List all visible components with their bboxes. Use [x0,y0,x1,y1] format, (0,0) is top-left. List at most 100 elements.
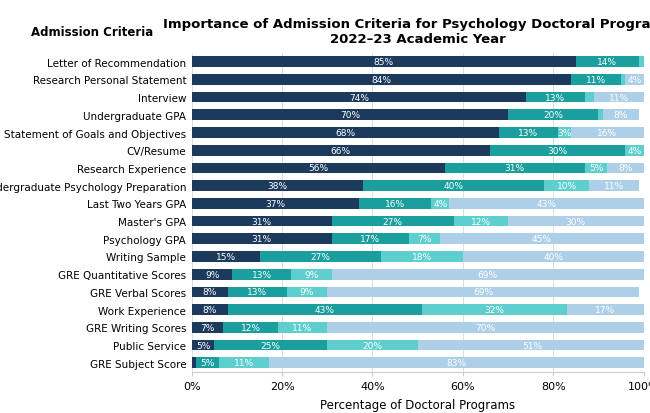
Text: 14%: 14% [597,58,618,67]
Text: 70%: 70% [340,111,360,120]
Text: 12%: 12% [240,323,261,332]
Text: 4%: 4% [627,146,642,155]
Bar [644,145,648,156]
Bar [576,57,639,68]
Text: 30%: 30% [566,217,586,226]
Bar [219,358,268,368]
Bar [192,110,508,121]
Text: 13%: 13% [545,93,566,102]
Text: 13%: 13% [247,288,267,297]
Bar [567,304,644,315]
Text: 85%: 85% [374,58,394,67]
Text: 18%: 18% [412,252,432,261]
Text: 13%: 13% [518,129,538,138]
Text: 69%: 69% [478,270,498,279]
Bar [228,287,287,297]
Bar [422,304,567,315]
Text: 17%: 17% [360,235,380,244]
Bar [499,128,558,138]
Text: 40%: 40% [444,182,463,191]
Bar [625,75,644,85]
Text: 66%: 66% [331,146,351,155]
Text: 31%: 31% [252,217,272,226]
Text: 17%: 17% [595,305,615,314]
Bar [192,287,228,297]
Text: 5%: 5% [200,358,214,367]
Bar [327,287,639,297]
Bar [192,199,359,209]
Text: 13%: 13% [252,270,272,279]
Bar [278,322,327,333]
Bar [192,145,490,156]
Bar [508,216,644,227]
Bar [526,93,585,103]
Text: 5%: 5% [589,164,603,173]
Text: 56%: 56% [308,164,328,173]
X-axis label: Percentage of Doctoral Programs: Percentage of Doctoral Programs [320,398,515,411]
Bar [192,269,233,280]
Text: 3%: 3% [557,129,571,138]
Bar [599,110,603,121]
Bar [287,287,327,297]
Bar [544,181,590,192]
Text: 27%: 27% [311,252,330,261]
Bar [382,252,463,262]
Bar [431,199,449,209]
Bar [332,269,644,280]
Text: 15%: 15% [216,252,236,261]
Text: 20%: 20% [363,341,382,350]
Bar [233,269,291,280]
Bar [268,358,644,368]
Text: 12%: 12% [471,217,491,226]
Text: 9%: 9% [300,288,314,297]
Text: 43%: 43% [536,199,556,208]
Bar [196,358,219,368]
Text: 37%: 37% [265,199,285,208]
Text: 31%: 31% [504,164,525,173]
Bar [585,163,607,174]
Bar [192,128,499,138]
Text: 38%: 38% [268,182,288,191]
Bar [417,340,648,351]
Bar [585,93,594,103]
Text: 68%: 68% [335,129,356,138]
Bar [224,322,278,333]
Bar [291,269,332,280]
Text: 51%: 51% [523,341,543,350]
Bar [359,199,431,209]
Text: 84%: 84% [372,76,391,85]
Bar [571,75,621,85]
Bar [192,252,259,262]
Text: 45%: 45% [532,235,552,244]
Bar [228,304,422,315]
Text: 4%: 4% [433,199,447,208]
Bar [603,110,639,121]
Text: 30%: 30% [547,146,567,155]
Bar [192,304,228,315]
Text: 31%: 31% [252,235,272,244]
Bar [449,199,644,209]
Bar [192,358,196,368]
Text: 7%: 7% [200,323,214,332]
Text: 40%: 40% [543,252,563,261]
Text: 4%: 4% [627,76,642,85]
Bar [192,340,215,351]
Bar [192,163,445,174]
Bar [214,340,327,351]
Title: Importance of Admission Criteria for Psychology Doctoral Programs
2022–23 Academ: Importance of Admission Criteria for Psy… [163,18,650,45]
Bar [445,163,585,174]
Text: 11%: 11% [608,93,629,102]
Text: 83%: 83% [446,358,466,367]
Text: 7%: 7% [417,235,432,244]
Text: 8%: 8% [203,305,217,314]
Bar [332,234,409,244]
Text: 11%: 11% [292,323,313,332]
Text: 8%: 8% [203,288,217,297]
Text: 9%: 9% [304,270,318,279]
Text: 70%: 70% [475,323,495,332]
Text: 16%: 16% [597,129,618,138]
Bar [639,57,644,68]
Bar [508,110,599,121]
Bar [332,216,454,227]
Bar [558,128,571,138]
